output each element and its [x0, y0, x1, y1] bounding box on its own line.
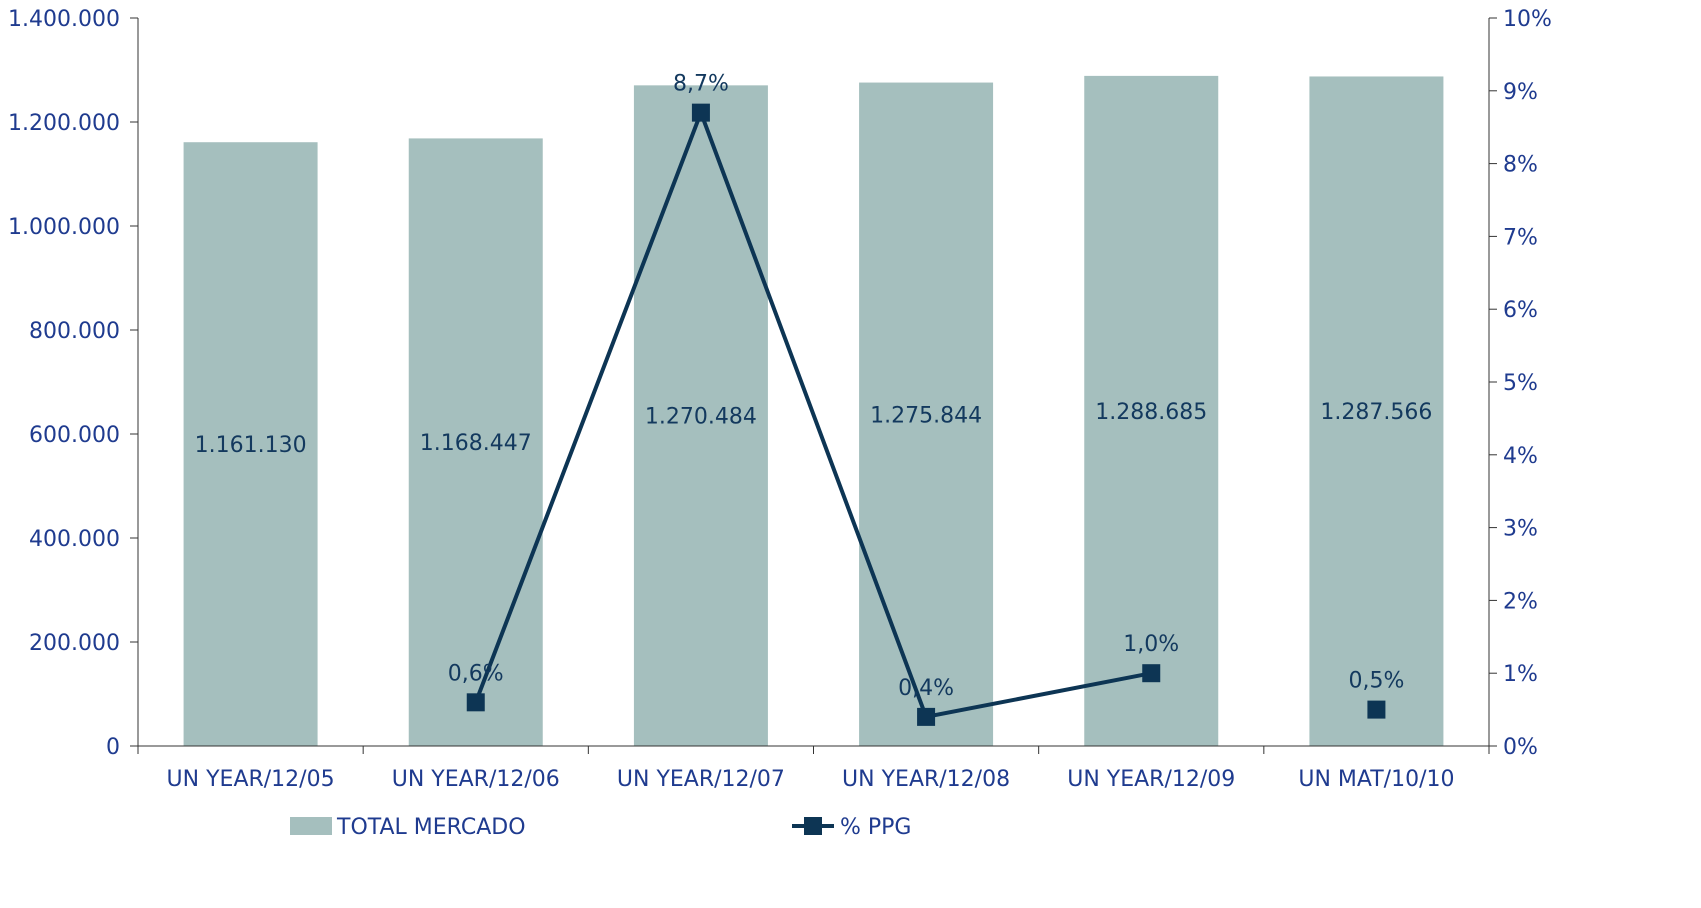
left-tick-label: 1.400.000	[8, 7, 120, 32]
right-tick-label: 9%	[1503, 80, 1538, 105]
left-tick-label: 400.000	[29, 527, 120, 552]
ppg-marker	[691, 103, 710, 122]
left-tick-label: 200.000	[29, 631, 120, 656]
axes-layer: 0 200.000 400.000 600.000 800.000 1.000.000 1.…	[8, 7, 1552, 792]
left-tick-label: 800.000	[29, 319, 120, 344]
bar	[1084, 75, 1219, 747]
ppg-value-label: 1,0%	[1123, 632, 1179, 657]
ppg-value-label: 8,7%	[673, 72, 729, 97]
right-tick-label: 3%	[1503, 517, 1538, 542]
x-tick-label: UN YEAR/12/09	[1067, 767, 1235, 792]
right-tick-label: 6%	[1503, 298, 1538, 323]
bar-value-label: 1.168.447	[420, 431, 532, 456]
ppg-value-label: 0,5%	[1348, 669, 1404, 694]
legend-label-ppg: % PPG	[840, 815, 911, 840]
bar	[408, 138, 543, 746]
bars-layer	[183, 75, 1444, 747]
left-tick-label: 0	[106, 735, 120, 760]
ppg-value-label: 0,6%	[448, 661, 504, 686]
ppg-marker	[1142, 664, 1161, 683]
x-tick-label: UN YEAR/12/06	[392, 767, 560, 792]
right-tick-label: 2%	[1503, 589, 1538, 614]
right-tick-label: 10%	[1503, 7, 1552, 32]
bar-value-label: 1.275.844	[870, 403, 982, 428]
right-tick-label: 5%	[1503, 371, 1538, 396]
bar	[633, 85, 768, 746]
bar-value-label: 1.288.685	[1095, 400, 1207, 425]
bar-value-label: 1.161.130	[195, 433, 307, 458]
x-tick-label: UN YEAR/12/07	[617, 767, 785, 792]
line-layer: 0,6% 8,7% 0,4% 1,0% 0,5%	[448, 72, 1404, 726]
legend-marker-ppg	[804, 817, 822, 835]
bar	[183, 142, 318, 746]
left-tick-label: 1.000.000	[8, 215, 120, 240]
left-tick-label: 600.000	[29, 423, 120, 448]
bar	[859, 82, 994, 747]
right-tick-label: 8%	[1503, 153, 1538, 178]
x-tick-label: UN YEAR/12/05	[167, 767, 335, 792]
bar-labels-layer: 1.161.130 1.168.447 1.270.484 1.275.844 1.28…	[195, 400, 1433, 458]
ppg-value-label: 0,4%	[898, 676, 954, 701]
legend: TOTAL MERCADO % PPG	[290, 815, 911, 840]
bar-value-label: 1.270.484	[645, 405, 757, 430]
ppg-marker	[1367, 700, 1386, 719]
legend-label-total-mercado: TOTAL MERCADO	[336, 815, 526, 840]
right-tick-label: 1%	[1503, 662, 1538, 687]
ppg-line	[473, 106, 1152, 720]
x-tick-label: UN YEAR/12/08	[842, 767, 1010, 792]
bar	[1309, 76, 1444, 746]
right-tick-label: 0%	[1503, 735, 1538, 760]
ppg-marker	[917, 707, 936, 726]
ppg-marker	[466, 693, 485, 712]
right-tick-label: 7%	[1503, 225, 1538, 250]
x-tick-label: UN MAT/10/10	[1298, 767, 1454, 792]
legend-swatch-total-mercado	[290, 817, 332, 835]
right-tick-label: 4%	[1503, 444, 1538, 469]
bar-value-label: 1.287.566	[1320, 400, 1432, 425]
left-tick-label: 1.200.000	[8, 111, 120, 136]
